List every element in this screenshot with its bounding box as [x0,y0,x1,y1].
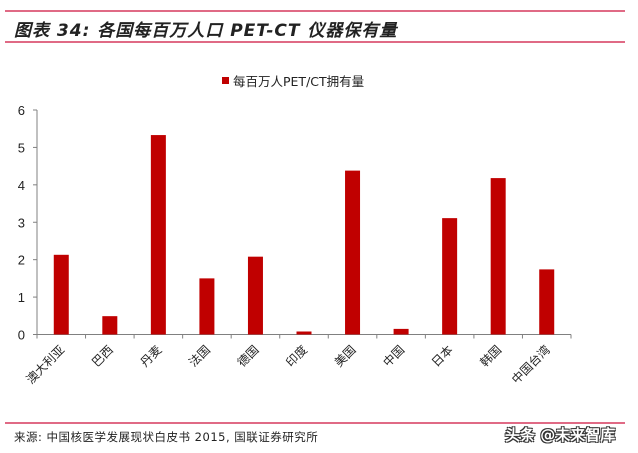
x-tick-label: 澳大利亚 [24,343,68,387]
y-tick-label: 0 [18,328,25,343]
x-tick-label: 法国 [186,343,213,370]
bar-8 [442,218,458,335]
x-axis-labels: 澳大利亚 巴西 丹麦 法国 德国 印度 美国 中国 日本 韩国 中国台湾 [24,342,553,387]
x-axis [36,334,572,339]
bar-5 [296,331,312,335]
bar-2 [150,135,166,335]
figure-title: 图表 34: 各国每百万人口 PET-CT 仪器保有量 [14,21,398,41]
bar-4 [247,256,263,335]
x-tick-label: 日本 [429,343,456,370]
watermark: 头条 @未来智库 [505,426,616,444]
footer-rule [5,422,625,424]
y-tick-label: 5 [18,140,25,155]
y-axis: 0 1 2 3 4 5 6 [18,103,38,343]
y-tick-label: 4 [18,178,25,193]
legend-label: 每百万人PET/CT拥有量 [233,74,365,89]
x-tick-label: 韩国 [477,342,505,370]
bar-10 [539,269,555,335]
bar-7 [393,328,409,335]
chart-legend: 每百万人PET/CT拥有量 [222,71,364,90]
x-tick-label: 印度 [283,342,311,370]
x-tick-label: 中国台湾 [508,342,553,387]
x-tick-label: 美国 [332,343,359,370]
bar-chart: 0 1 2 3 4 5 6 澳大利亚 巴西 丹麦 法国 德国 印度 美国 中国 日本 韩国 中国台湾 [18,103,572,387]
y-tick-label: 6 [18,103,25,118]
bar-0 [53,254,69,335]
y-tick-label: 2 [18,253,25,268]
bar-9 [490,178,506,335]
source-note: 来源: 中国核医学发展现状白皮书 2015, 国联证券研究所 [14,430,319,444]
x-tick-label: 中国 [380,342,408,370]
bars [53,135,555,335]
title-top-rule [5,10,625,12]
x-tick-label: 德国 [234,342,262,370]
bar-1 [102,316,118,335]
x-tick-label: 丹麦 [138,343,165,370]
bar-6 [345,170,361,335]
y-tick-label: 3 [18,215,25,230]
bar-3 [199,278,215,335]
x-tick-label: 巴西 [89,343,116,370]
y-tick-label: 1 [18,290,25,305]
title-bottom-rule [5,41,625,43]
legend-swatch-icon [222,77,229,84]
